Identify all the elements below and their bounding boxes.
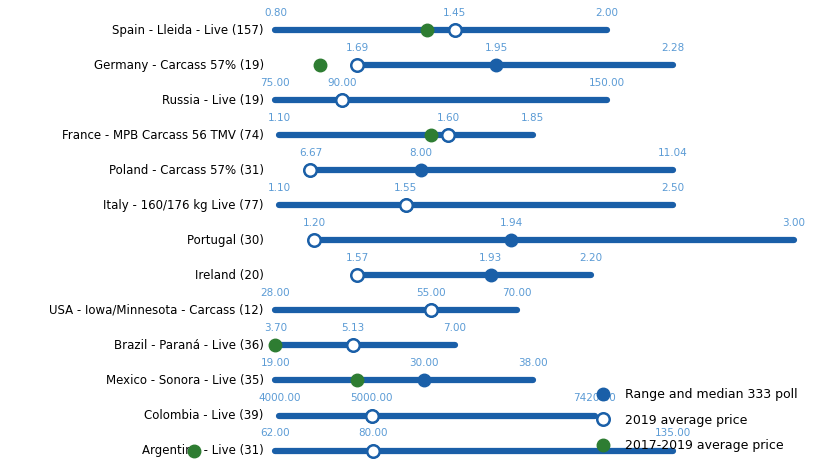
Text: 5.13: 5.13 <box>341 323 364 333</box>
Legend: Range and median 333 poll, 2019 average price, 2017-2019 average price: Range and median 333 poll, 2019 average … <box>585 383 802 457</box>
Text: 3.70: 3.70 <box>264 323 287 333</box>
Text: 4000.00: 4000.00 <box>258 393 301 403</box>
Text: 2.28: 2.28 <box>660 43 684 53</box>
Text: 75.00: 75.00 <box>260 78 290 88</box>
Text: 1.94: 1.94 <box>499 218 523 228</box>
Text: 2.00: 2.00 <box>595 8 618 18</box>
Text: 55.00: 55.00 <box>415 288 445 298</box>
Text: 6.67: 6.67 <box>298 148 322 158</box>
Text: 1.20: 1.20 <box>302 218 325 228</box>
Text: Ireland (20): Ireland (20) <box>195 269 264 282</box>
Text: USA - Iowa/Minnesota - Carcass (12): USA - Iowa/Minnesota - Carcass (12) <box>49 304 264 317</box>
Text: Portugal (30): Portugal (30) <box>187 234 264 247</box>
Text: Italy - 160/176 kg Live (77): Italy - 160/176 kg Live (77) <box>103 199 264 212</box>
Text: 150.00: 150.00 <box>588 78 624 88</box>
Text: 28.00: 28.00 <box>260 288 290 298</box>
Text: France - MPB Carcass 56 TMV (74): France - MPB Carcass 56 TMV (74) <box>61 129 264 142</box>
Text: Mexico - Sonora - Live (35): Mexico - Sonora - Live (35) <box>106 374 264 387</box>
Text: 8.00: 8.00 <box>409 148 432 158</box>
Text: 1.10: 1.10 <box>268 183 291 193</box>
Text: 1.85: 1.85 <box>520 113 544 123</box>
Text: Brazil - Paraná - Live (36): Brazil - Paraná - Live (36) <box>114 339 264 352</box>
Text: 0.80: 0.80 <box>264 8 287 18</box>
Text: 38.00: 38.00 <box>517 358 547 368</box>
Text: 80.00: 80.00 <box>358 428 387 438</box>
Text: 1.93: 1.93 <box>478 253 502 263</box>
Text: 1.60: 1.60 <box>436 113 459 123</box>
Text: 70.00: 70.00 <box>501 288 531 298</box>
Text: 1.57: 1.57 <box>345 253 369 263</box>
Text: 1.45: 1.45 <box>442 8 466 18</box>
Text: Colombia - Live (39): Colombia - Live (39) <box>144 409 264 422</box>
Text: Germany - Carcass 57% (19): Germany - Carcass 57% (19) <box>93 59 264 72</box>
Text: 1.55: 1.55 <box>394 183 417 193</box>
Text: 135.00: 135.00 <box>654 428 690 438</box>
Text: 11.04: 11.04 <box>657 148 687 158</box>
Text: Russia - Live (19): Russia - Live (19) <box>161 94 264 107</box>
Text: 7.00: 7.00 <box>442 323 465 333</box>
Text: Argentina - Live (31): Argentina - Live (31) <box>142 444 264 457</box>
Text: 2.20: 2.20 <box>579 253 602 263</box>
Text: 90.00: 90.00 <box>327 78 356 88</box>
Text: 19.00: 19.00 <box>260 358 290 368</box>
Text: 2.50: 2.50 <box>660 183 684 193</box>
Text: 3.00: 3.00 <box>781 218 804 228</box>
Text: 1.95: 1.95 <box>484 43 507 53</box>
Text: 5000.00: 5000.00 <box>350 393 392 403</box>
Text: Poland - Carcass 57% (31): Poland - Carcass 57% (31) <box>109 164 264 177</box>
Text: 7420.00: 7420.00 <box>572 393 616 403</box>
Text: 62.00: 62.00 <box>260 428 290 438</box>
Text: Spain - Lleida - Live (157): Spain - Lleida - Live (157) <box>112 24 264 37</box>
Text: 1.10: 1.10 <box>268 113 291 123</box>
Text: 30.00: 30.00 <box>409 358 438 368</box>
Text: 1.69: 1.69 <box>345 43 369 53</box>
